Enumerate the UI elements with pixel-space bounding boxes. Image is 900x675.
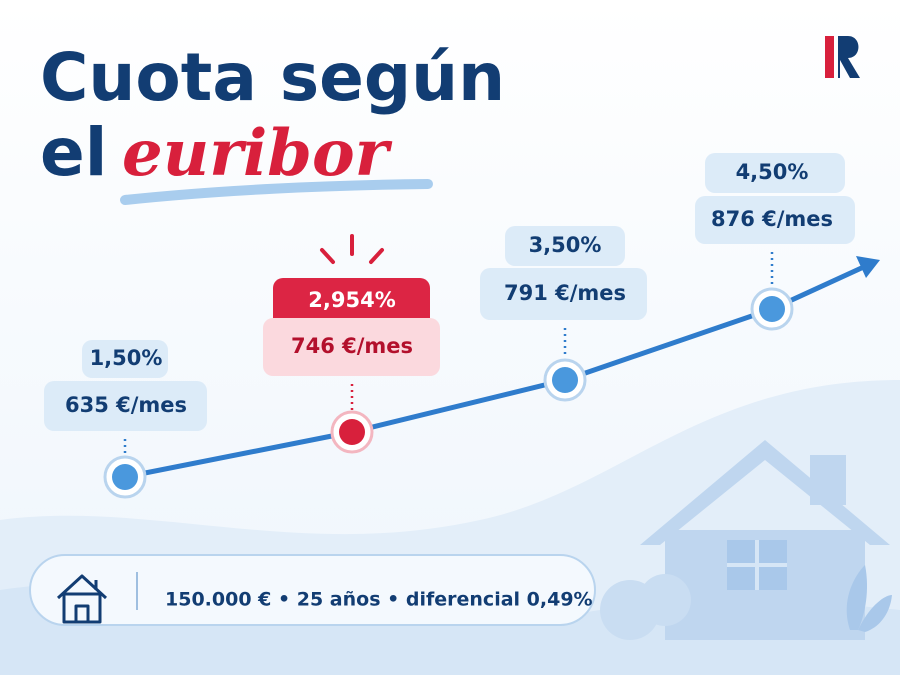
point: [552, 367, 578, 393]
payment-box: [480, 268, 647, 320]
rate-box: [705, 153, 845, 193]
rate-label: 1,50%: [90, 346, 163, 370]
payment-label: 791 €/mes: [504, 281, 626, 305]
house-icon: [56, 574, 108, 624]
info-pill: [29, 554, 596, 626]
rate-label: 3,50%: [529, 233, 602, 257]
rate-box: [273, 278, 430, 328]
logo: [825, 36, 860, 78]
title: el: [40, 114, 107, 191]
rate-label: 4,50%: [736, 160, 809, 184]
payment-label: 635 €/mes: [65, 393, 187, 417]
highlight-burst: [320, 234, 384, 264]
rate-box: [505, 226, 625, 266]
payment-box: [44, 381, 207, 431]
brush-stroke: [120, 179, 433, 205]
point: [339, 419, 365, 445]
house-illustration: [600, 440, 892, 640]
payment-box: [263, 318, 440, 376]
rate-box: [82, 340, 168, 378]
arrow-head: [856, 256, 880, 278]
title-accent: euribor: [122, 116, 393, 191]
title: Cuota según: [40, 39, 505, 116]
point: [759, 296, 785, 322]
rate-label: 2,954%: [308, 288, 395, 312]
footer-text: 150.000 € • 25 años • diferencial 0,49%: [165, 589, 593, 611]
payment-box: [695, 196, 855, 244]
point: [112, 464, 138, 490]
payment-label: 876 €/mes: [711, 207, 833, 231]
payment-label: 746 €/mes: [291, 334, 413, 358]
